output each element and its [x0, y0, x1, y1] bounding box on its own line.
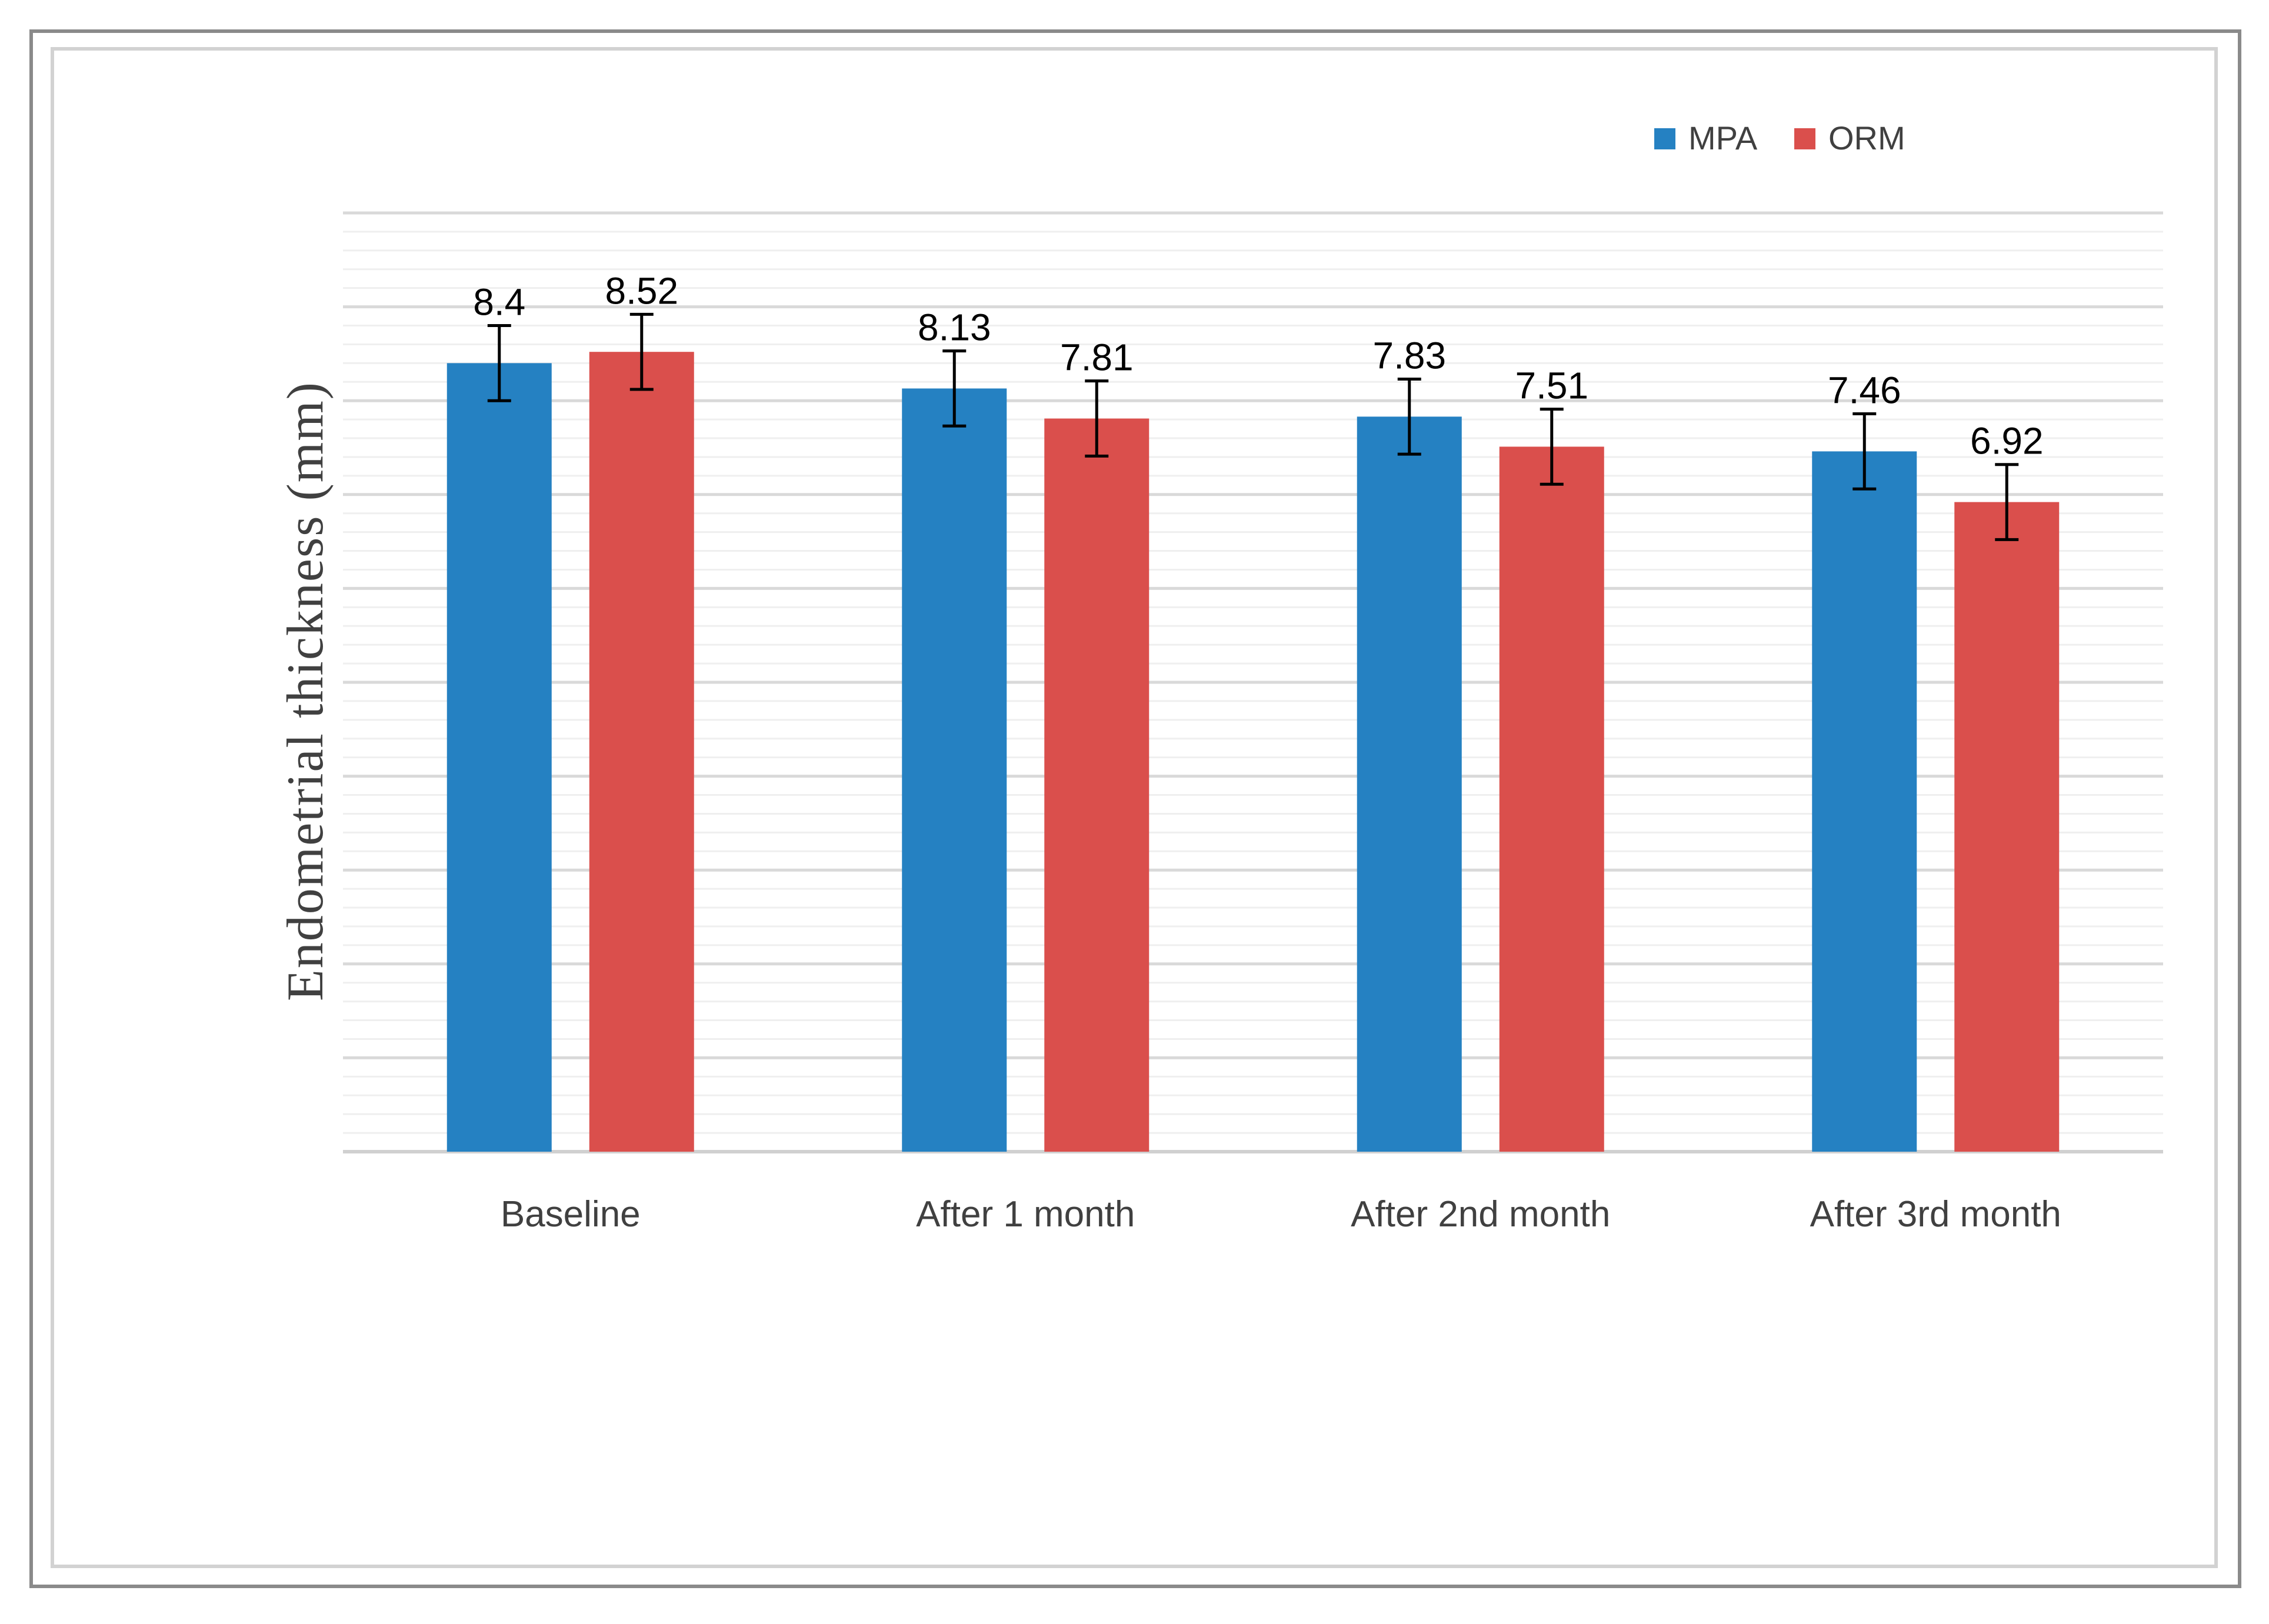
- y-axis-title: Endometrial thickness (mm): [277, 381, 334, 1001]
- bar-mpa-after-2nd-month[interactable]: [1357, 416, 1462, 1152]
- data-label-mpa-baseline: 8.4: [473, 281, 525, 324]
- bar-orm-after-1-month[interactable]: [1044, 418, 1150, 1152]
- data-label-orm-after-1-month: 7.81: [1060, 336, 1134, 379]
- legend-label-orm[interactable]: ORM: [1828, 119, 1905, 156]
- x-tick-label-after-2nd-month: After 2nd month: [1351, 1194, 1610, 1235]
- data-label-mpa-after-2nd-month: 7.83: [1372, 334, 1446, 376]
- data-label-mpa-after-1-month: 8.13: [918, 306, 991, 349]
- legend-label-mpa[interactable]: MPA: [1688, 119, 1758, 156]
- data-label-orm-after-3rd-month: 6.92: [1970, 420, 2044, 462]
- legend-swatch-mpa: [1654, 128, 1675, 149]
- legend[interactable]: MPA ORM: [1654, 119, 1905, 156]
- bar-orm-after-2nd-month[interactable]: [1499, 446, 1604, 1152]
- bars: [447, 352, 2060, 1152]
- data-label-orm-after-2nd-month: 7.51: [1515, 365, 1588, 407]
- x-tick-label-after-1-month: After 1 month: [916, 1194, 1135, 1235]
- bar-mpa-baseline[interactable]: [447, 363, 552, 1152]
- error-bars: [487, 312, 2019, 541]
- data-label-mpa-after-3rd-month: 7.46: [1828, 369, 1901, 412]
- bar-mpa-after-3rd-month[interactable]: [1812, 451, 1917, 1152]
- data-labels: 8.4 8.52 8.13 7.81 7.83 7.51 7.46 6.92: [473, 269, 2043, 462]
- bar-orm-baseline[interactable]: [589, 352, 694, 1152]
- bar-orm-after-3rd-month[interactable]: [1954, 502, 2060, 1152]
- x-tick-label-baseline: Baseline: [501, 1194, 641, 1235]
- data-label-orm-baseline: 8.52: [605, 269, 678, 312]
- x-tick-label-after-3rd-month: After 3rd month: [1810, 1194, 2061, 1235]
- legend-swatch-orm: [1794, 128, 1815, 149]
- x-tick-labels: Baseline After 1 month After 2nd month Afte…: [501, 1194, 2061, 1235]
- bar-mpa-after-1-month[interactable]: [902, 388, 1007, 1152]
